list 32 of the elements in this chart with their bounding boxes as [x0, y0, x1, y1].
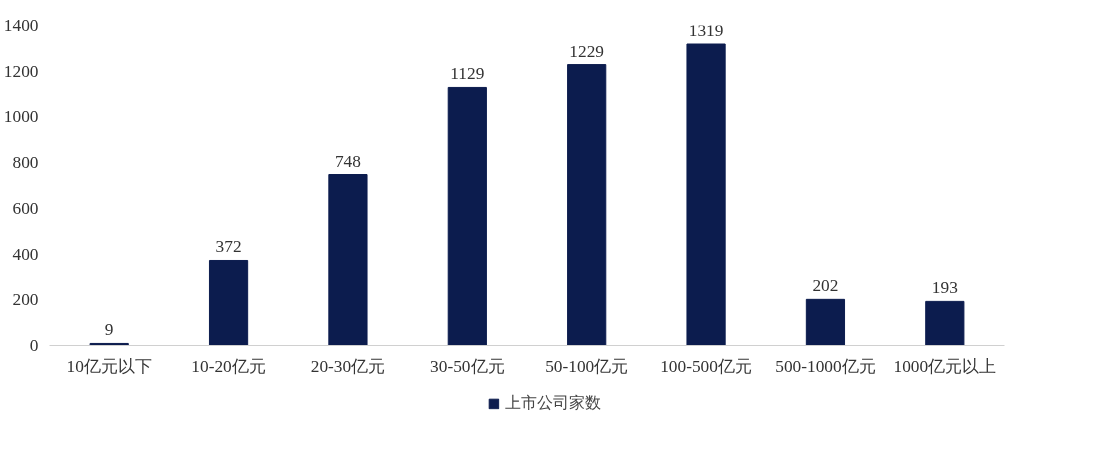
- data-label: 1229: [569, 41, 605, 61]
- x-tick-label: 50-100亿元: [545, 356, 629, 376]
- data-label: 1129: [450, 64, 485, 84]
- data-label: 748: [334, 151, 361, 171]
- x-tick-label: 500-1000亿元: [775, 356, 876, 376]
- bar: [567, 64, 607, 346]
- bar: [686, 43, 726, 346]
- bar: [328, 174, 368, 346]
- y-tick-label: 800: [12, 153, 39, 173]
- y-tick-label: 400: [12, 244, 39, 264]
- y-tick-label: 0: [29, 336, 39, 355]
- data-label: 1319: [688, 21, 724, 41]
- y-tick-label: 600: [12, 198, 39, 218]
- bar: [805, 298, 846, 346]
- bar: [925, 300, 965, 346]
- x-tick-label: 30-50亿元: [430, 356, 505, 376]
- x-tick-label: 20-30亿元: [310, 356, 386, 376]
- x-tick-label: 100-500亿元: [660, 356, 752, 376]
- data-label: 9: [104, 320, 114, 340]
- bar: [208, 259, 249, 346]
- bar: [447, 86, 487, 346]
- y-tick-label: 1000: [3, 107, 39, 127]
- x-tick-label: 1000亿元以上: [893, 356, 997, 376]
- data-label: 202: [812, 276, 839, 296]
- y-tick-label: 1400: [3, 16, 39, 35]
- y-tick-label: 1200: [3, 61, 39, 81]
- data-label: 372: [215, 237, 242, 257]
- x-tick-label: 10-20亿元: [191, 356, 266, 376]
- x-tick-label: 10亿元以下: [66, 356, 152, 376]
- legend-label: 上市公司家数: [504, 392, 601, 413]
- data-label: 193: [931, 278, 958, 298]
- y-tick-label: 200: [12, 290, 39, 310]
